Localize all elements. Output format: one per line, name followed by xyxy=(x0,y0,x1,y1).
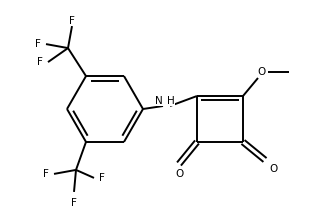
Text: F: F xyxy=(37,57,43,67)
Text: O: O xyxy=(257,67,265,77)
Text: F: F xyxy=(43,169,49,179)
Text: O: O xyxy=(175,169,183,179)
Text: F: F xyxy=(69,16,75,26)
Text: N: N xyxy=(155,96,163,106)
Text: F: F xyxy=(35,39,41,49)
Text: H: H xyxy=(167,96,175,106)
Text: F: F xyxy=(99,173,105,183)
Text: F: F xyxy=(71,198,77,208)
Text: O: O xyxy=(269,164,277,174)
